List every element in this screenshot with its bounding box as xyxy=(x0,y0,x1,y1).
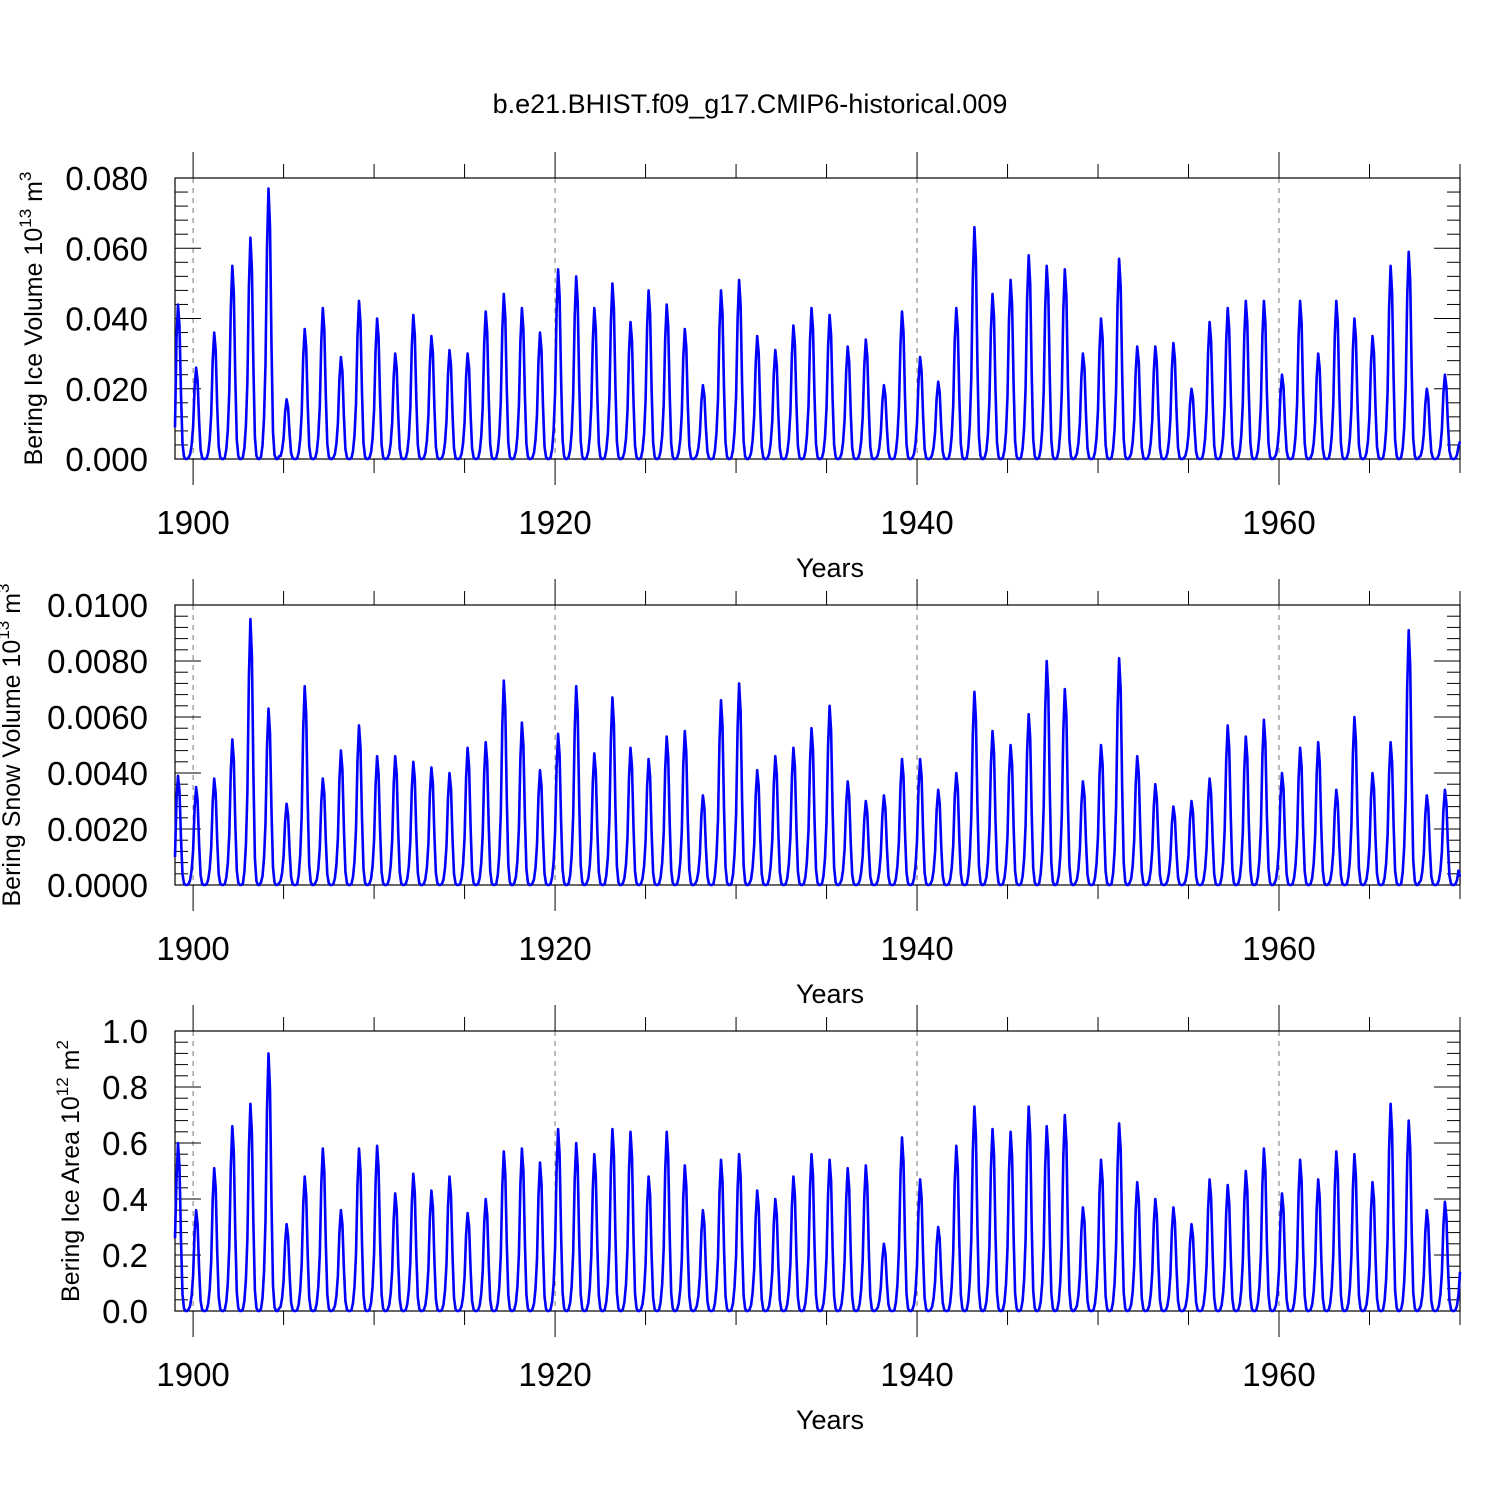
series-line-bering-ice-area xyxy=(173,1052,1462,1313)
x-tick-label: 1940 xyxy=(880,930,953,967)
y-tick-label: 0.0080 xyxy=(47,643,148,680)
y-tick-label: 0.0040 xyxy=(47,755,148,792)
y-tick-label: 0.060 xyxy=(65,230,148,267)
series-line-bering-ice-volume xyxy=(173,187,1462,461)
y-tick-label: 0.4 xyxy=(102,1181,148,1218)
y-axis-label-exponent: 13 xyxy=(0,621,13,640)
x-axis-label: Years xyxy=(796,553,864,583)
y-tick-label: 0.8 xyxy=(102,1069,148,1106)
y-tick-label: 0.6 xyxy=(102,1125,148,1162)
y-tick-label: 0.0100 xyxy=(47,587,148,624)
y-axis-label-text: Bering Ice Area 10 xyxy=(57,1096,85,1302)
x-axis-label: Years xyxy=(796,1405,864,1435)
panel-1: 1900 1920 1940 1960 Years 0.000 0.020 0.040 0.06… xyxy=(16,152,1462,583)
y-axis-label-unit-exponent: 3 xyxy=(0,583,13,592)
y-tick-label: 0.080 xyxy=(65,160,148,197)
series-line-bering-snow-volume xyxy=(173,617,1462,887)
x-tick-label: 1960 xyxy=(1242,1356,1315,1393)
y-axis-label-unit: m xyxy=(57,1050,85,1078)
y-axis-label-text: Bering Snow Volume 10 xyxy=(0,640,26,907)
y-tick-label: 0.0000 xyxy=(47,867,148,904)
y-tick-label: 0.2 xyxy=(102,1237,148,1274)
x-tick-label: 1900 xyxy=(156,930,229,967)
x-tick-label: 1920 xyxy=(518,930,591,967)
y-axis-label: Bering Ice Volume 1013 m3 xyxy=(16,172,48,466)
y-tick-label: 0.0020 xyxy=(47,811,148,848)
y-tick-label: 0.020 xyxy=(65,371,148,408)
panels: 1900 1920 1940 1960 Years 0.000 0.020 0.040 0.06… xyxy=(0,152,1462,1435)
y-axis-label-unit: m xyxy=(20,181,48,209)
x-tick-label: 1940 xyxy=(880,1356,953,1393)
x-tick-label: 1920 xyxy=(518,1356,591,1393)
y-tick-label: 0.000 xyxy=(65,441,148,478)
x-tick-label: 1900 xyxy=(156,504,229,541)
x-tick-label: 1960 xyxy=(1242,930,1315,967)
chart-title: b.e21.BHIST.f09_g17.CMIP6-historical.009 xyxy=(493,89,1008,119)
y-axis-label: Bering Snow Volume 1013 m3 xyxy=(0,583,26,906)
panel-3: 1900 1920 1940 1960 Years 0.0 0.2 0.4 0.6 0.8 1.0 B… xyxy=(53,1005,1462,1435)
y-axis-label-unit-exponent: 2 xyxy=(53,1040,72,1049)
y-axis-label: Bering Ice Area 1012 m2 xyxy=(53,1040,85,1302)
x-tick-label: 1940 xyxy=(880,504,953,541)
y-axis-label-unit: m xyxy=(0,593,26,621)
panel-2: 1900 1920 1940 1960 Years 0.0000 0.0020 0.0040 0… xyxy=(0,579,1462,1009)
y-tick-label: 0.0060 xyxy=(47,699,148,736)
y-axis-label-exponent: 12 xyxy=(53,1077,72,1096)
x-tick-label: 1960 xyxy=(1242,504,1315,541)
y-tick-label: 1.0 xyxy=(102,1013,148,1050)
x-tick-label: 1920 xyxy=(518,504,591,541)
x-tick-label: 1900 xyxy=(156,1356,229,1393)
y-tick-label: 0.0 xyxy=(102,1293,148,1330)
y-axis-label-text: Bering Ice Volume 10 xyxy=(20,228,48,466)
y-axis-label-unit-exponent: 3 xyxy=(16,172,35,181)
y-axis-label-exponent: 13 xyxy=(16,209,35,228)
y-tick-label: 0.040 xyxy=(65,301,148,338)
x-axis-label: Years xyxy=(796,979,864,1009)
